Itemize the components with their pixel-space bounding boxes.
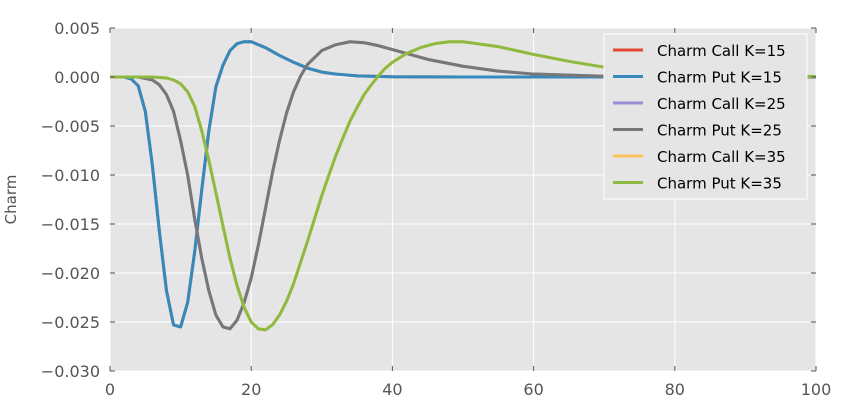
y-axis-label: Charm: [2, 175, 20, 225]
x-tick-label: 60: [523, 380, 543, 399]
y-tick-label: −0.015: [41, 215, 100, 234]
legend-label-charm-call-k-35: Charm Call K=35: [657, 148, 786, 166]
x-tick-label: 40: [382, 380, 402, 399]
x-tick-label: 20: [241, 380, 261, 399]
y-tick-label: 0.000: [54, 68, 100, 87]
legend-label-charm-put-k-15: Charm Put K=15: [657, 69, 782, 87]
legend: Charm Call K=15 Charm Put K=15 Charm Call …: [603, 33, 808, 200]
legend-label-charm-put-k-35: Charm Put K=35: [657, 175, 782, 193]
axis-ticks: 0 20 40 60 80 100 −0.030 −0.025 −0.020 −0.015 −0.0…: [41, 19, 831, 399]
legend-label-charm-put-k-25: Charm Put K=25: [657, 122, 782, 140]
y-tick-label: −0.005: [41, 117, 100, 136]
series-line-charm-put-k-25: [110, 40, 816, 331]
x-tick-label: 80: [665, 380, 685, 399]
y-tick-label: −0.030: [41, 362, 100, 381]
legend-box: [603, 33, 808, 200]
y-tick-label: −0.010: [41, 166, 100, 185]
y-tick-label: 0.005: [54, 19, 100, 38]
series-line-charm-put-k-35: [110, 40, 816, 332]
series-lines: [110, 40, 816, 332]
legend-label-charm-call-k-15: Charm Call K=15: [657, 42, 786, 60]
y-tick-label: −0.020: [41, 264, 100, 283]
y-tick-label: −0.025: [41, 313, 100, 332]
series-line-charm-put-k-15: [110, 40, 606, 329]
x-tick-label: 0: [105, 380, 115, 399]
x-tick-label: 100: [801, 380, 832, 399]
legend-label-charm-call-k-25: Charm Call K=25: [657, 95, 786, 113]
